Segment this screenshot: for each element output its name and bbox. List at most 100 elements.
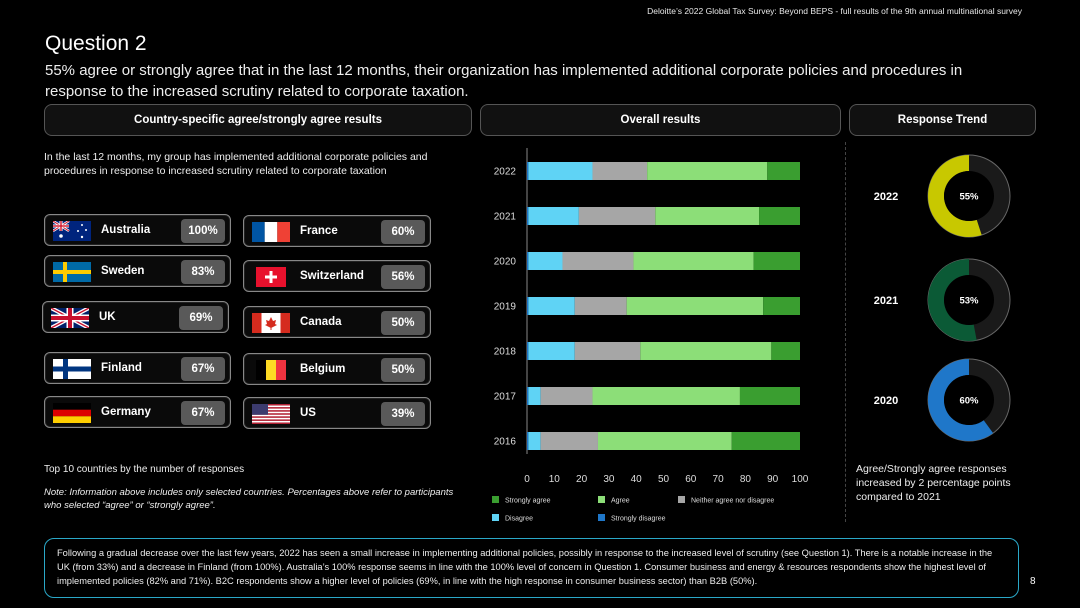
country-card-uk: UK 69% [42,301,229,333]
country-percentage: 50% [381,311,425,335]
germany-flag-icon [53,403,91,423]
country-card-belgium: Belgium 50% [243,353,431,385]
country-name: Sweden [101,265,145,277]
y-tick-label: 2020 [494,257,517,268]
x-tick-label: 50 [658,474,670,485]
finland-flag-icon [53,359,91,379]
country-card-sweden: Sweden 83% [44,255,231,287]
panel-divider [845,142,846,522]
country-percentage: 60% [381,220,425,244]
country-name: Canada [300,316,342,328]
bar-segment [528,297,575,315]
bar-segment [767,162,800,180]
donut-value-label: 53% [959,296,979,307]
legend-swatch [598,514,605,521]
bar-segment [731,432,800,450]
trend-donut-2022: 55% 2022 [874,154,1011,238]
summary-box: Following a gradual decrease over the la… [44,538,1019,598]
y-tick-label: 2022 [494,167,517,178]
trend-note: Agree/Strongly agree responses increased… [856,463,1011,503]
country-name: Australia [101,224,151,236]
bar-segment [626,297,764,315]
country-percentage: 39% [381,402,425,426]
bar-segment [527,252,529,270]
bar-segment [528,162,593,180]
country-card-switzerland: Switzerland 56% [243,260,431,292]
bar-segment [633,252,754,270]
bar-segment [574,342,641,360]
bar-segment [527,162,529,180]
country-name: UK [99,311,116,323]
bar-segment [528,387,541,405]
trend-donut-2020: 60% 2020 [874,358,1011,442]
y-tick-label: 2016 [494,437,517,448]
country-card-germany: Germany 67% [44,396,231,428]
country-name: Finland [101,362,142,374]
bar-segment [640,342,772,360]
bar-segment [528,432,541,450]
donut-slice [928,259,977,341]
france-flag-icon [252,222,290,242]
australia-flag-icon [53,221,91,241]
legend-swatch [492,496,499,503]
bar-segment [562,252,634,270]
country-card-france: France 60% [243,215,431,247]
country-card-australia: Australia 100% [44,214,231,246]
bar-segment [527,387,529,405]
page-number: 8 [1030,576,1036,587]
donut-slice [928,155,982,237]
country-percentage: 50% [381,358,425,382]
bar-segment [739,387,800,405]
legend-swatch [598,496,605,503]
bar-segment [528,342,575,360]
y-tick-label: 2018 [494,347,517,358]
bar-segment [592,387,740,405]
country-panel-header: Country-specific agree/strongly agree re… [44,104,472,136]
donut-year-label: 2022 [874,191,898,203]
bar-segment [540,387,593,405]
donut-year-label: 2020 [874,395,898,407]
legend-swatch [678,496,685,503]
x-tick-label: 30 [603,474,615,485]
x-tick-label: 80 [740,474,752,485]
legend-label: Strongly disagree [611,516,666,523]
country-name: Belgium [300,363,346,375]
footnote: Note: Information above includes only se… [44,487,454,511]
country-card-finland: Finland 67% [44,352,231,384]
sweden-flag-icon [53,262,91,282]
bar-segment [578,207,656,225]
country-name: France [300,225,338,237]
canada-flag-icon [252,313,290,333]
country-card-canada: Canada 50% [243,306,431,338]
donut-year-label: 2021 [874,295,898,307]
overall-results-chart: 2022 2021 2020 2019 2018 2017 2016 0 10 20 30 40 50 6… [492,148,809,523]
bar-segment [759,207,800,225]
country-name: Germany [101,406,151,418]
bar-segment [597,432,732,450]
country-percentage: 100% [181,219,225,243]
y-tick-label: 2021 [494,212,517,223]
bar-segment [592,162,648,180]
source-line: Deloitte’s 2022 Global Tax Survey: Beyon… [647,6,1022,16]
top10-caption: Top 10 countries by the number of respon… [44,464,245,475]
donut-hole [944,171,994,221]
x-tick-label: 90 [767,474,779,485]
x-tick-label: 20 [576,474,588,485]
legend-label: Agree [611,498,630,505]
donut-value-label: 60% [959,396,979,407]
switzerland-flag-icon [256,267,286,287]
country-percentage: 69% [179,306,223,330]
survey-statement: In the last 12 months, my group has impl… [44,151,428,177]
donut-hole [944,375,994,425]
x-tick-label: 70 [713,474,725,485]
trend-donut-2021: 53% 2021 [874,258,1011,342]
x-tick-label: 100 [792,474,809,485]
bar-segment [763,297,800,315]
donut-value-label: 55% [959,192,979,203]
donut-hole [944,275,994,325]
country-percentage: 67% [181,401,225,425]
x-tick-label: 10 [549,474,561,485]
trend-panel-header: Response Trend [849,104,1036,136]
bar-segment [574,297,627,315]
bar-segment [753,252,800,270]
